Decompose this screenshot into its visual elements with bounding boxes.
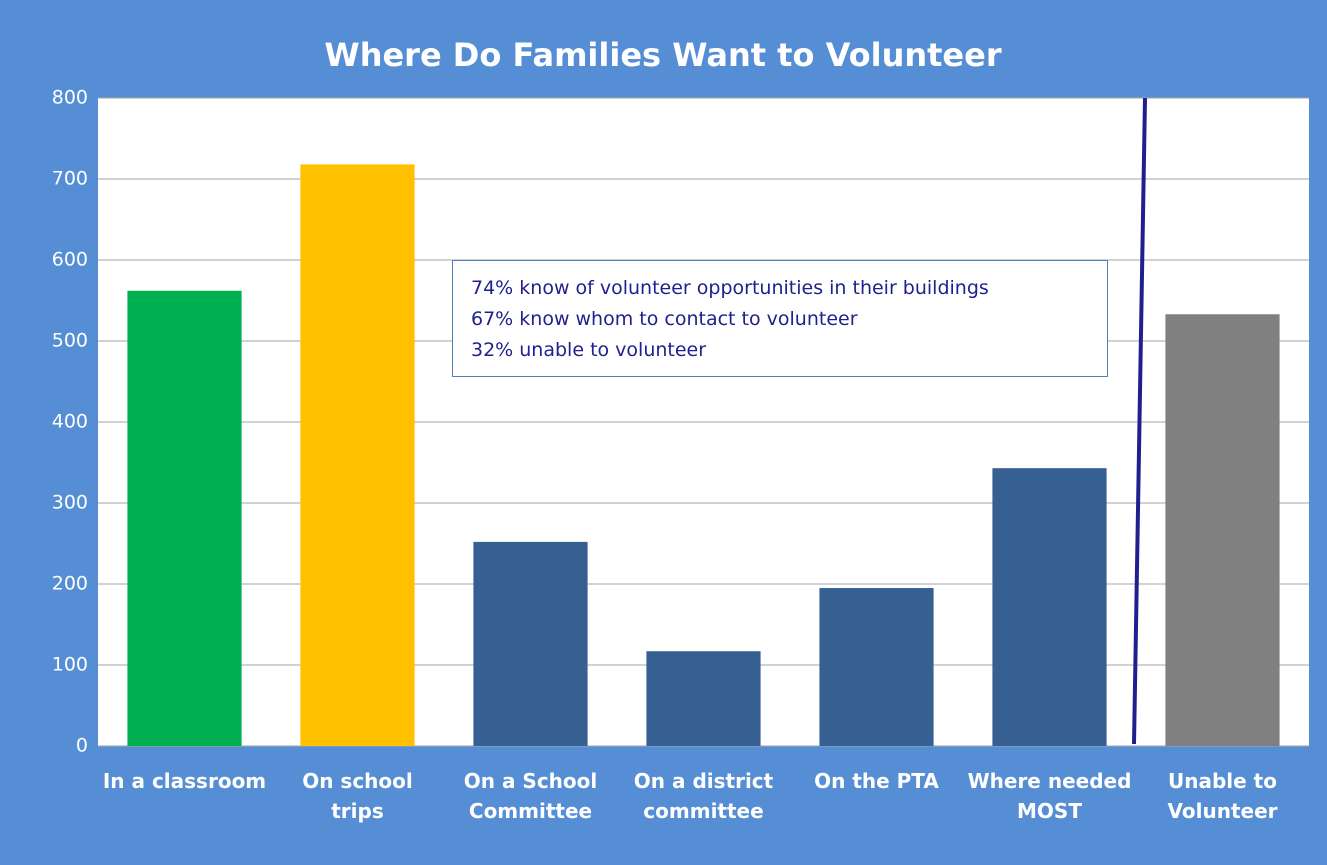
x-tick-label: On school trips (302, 769, 413, 823)
y-tick-label: 100 (52, 654, 88, 676)
y-tick-label: 300 (52, 492, 88, 514)
bar (473, 541, 588, 746)
y-tick-label: 700 (52, 168, 88, 190)
bar (646, 651, 761, 746)
annotation-line: 67% know whom to contact to volunteer (471, 308, 858, 330)
bar (992, 468, 1107, 746)
y-tick-label: 0 (76, 735, 88, 757)
annotation-box: 74% know of volunteer opportunities in t… (452, 260, 1108, 377)
x-tick-label: Unable to Volunteer (1167, 769, 1278, 823)
x-tick-label: On the PTA (814, 769, 939, 793)
x-tick-label: Where needed MOST (967, 769, 1132, 823)
y-tick-label: 400 (52, 411, 88, 433)
annotation-line: 32% unable to volunteer (471, 339, 707, 361)
x-tick-label: On a district committee (633, 769, 774, 823)
annotation-line: 74% know of volunteer opportunities in t… (471, 277, 989, 299)
separator-line (1132, 97, 1147, 745)
bar (1165, 314, 1280, 746)
bar (127, 290, 242, 746)
x-tick-label: On a School Committee (463, 769, 598, 823)
chart-title: Where Do Families Want to Volunteer (324, 36, 1001, 74)
bar (300, 164, 415, 747)
y-tick-label: 800 (52, 87, 88, 109)
bar (819, 588, 934, 746)
y-tick-label: 600 (52, 249, 88, 271)
x-tick-label: In a classroom (102, 769, 267, 793)
y-tick-label: 200 (52, 573, 88, 595)
y-tick-label: 500 (52, 330, 88, 352)
